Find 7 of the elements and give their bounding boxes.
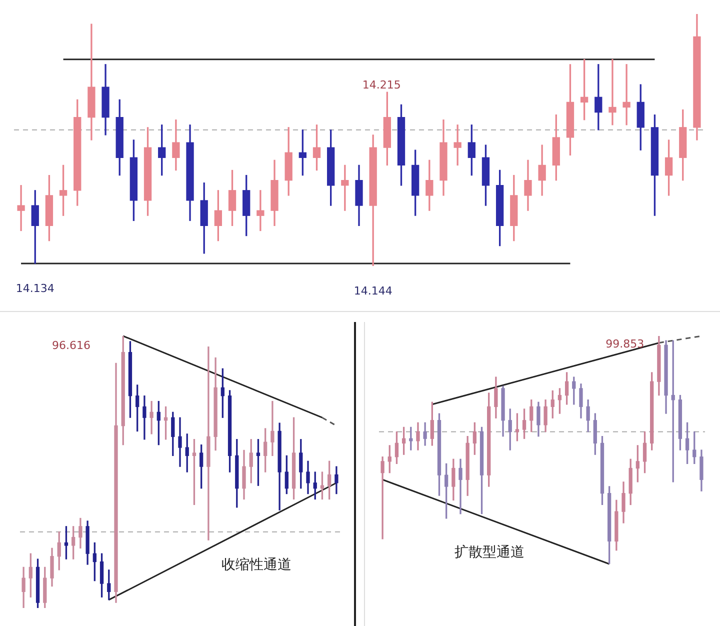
- annotation: 14.215: [362, 78, 401, 92]
- annotation: 收缩性通道: [221, 556, 292, 573]
- annotation: 14.134: [16, 282, 54, 295]
- annotation: 扩散型通道: [454, 544, 525, 561]
- annotation: 96.616: [52, 339, 90, 352]
- annotation: 14.144: [354, 284, 392, 298]
- annotation: 99.853: [606, 338, 644, 351]
